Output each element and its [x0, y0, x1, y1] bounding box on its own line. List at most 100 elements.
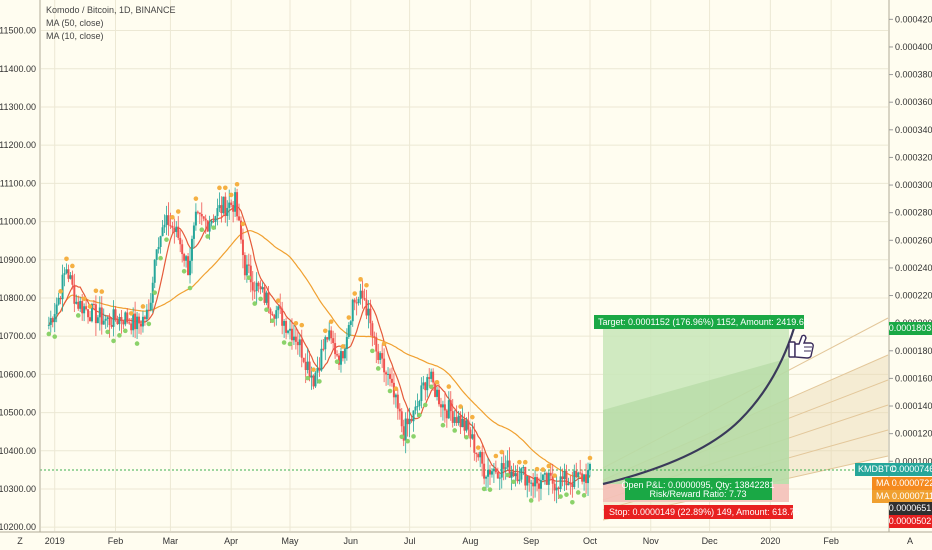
candle-body	[79, 301, 82, 309]
candle-body	[132, 313, 135, 331]
candle-body	[514, 473, 517, 477]
candle-body	[138, 316, 141, 324]
candle-body	[455, 417, 458, 424]
left-axis[interactable]: 11500.00 11400.00 11300.00 11200.00 11100.00…	[0, 26, 36, 533]
candle-body	[543, 473, 546, 475]
left-tick-label: 11300.00	[0, 102, 36, 112]
ma-b-label: MA 0.0000711	[872, 490, 932, 503]
candle-body	[534, 477, 537, 487]
pnl-label[interactable]: Open P&L: 0.0000095, Qty: 13842281 Risk/…	[621, 478, 775, 500]
projection-curve[interactable]	[602, 317, 799, 486]
thumbs-up-icon[interactable]	[788, 334, 814, 359]
right-tick-label: 0.0001000	[895, 456, 932, 466]
candle-body	[77, 301, 80, 309]
signal-dots	[46, 181, 593, 505]
target-label[interactable]: Target: 0.0001152 (176.96%) 1152, Amount…	[594, 315, 809, 329]
candle-body	[149, 302, 152, 311]
signal-dot	[275, 298, 281, 303]
candle-body	[488, 469, 491, 475]
signal-dot	[428, 384, 434, 390]
candle-body	[122, 321, 125, 325]
left-tick-label: 11100.00	[0, 178, 36, 188]
signal-dot	[87, 304, 93, 309]
stop-label[interactable]: Stop: 0.0000149 (22.89%) 149, Amount: 61…	[604, 505, 800, 519]
left-tick-label: 11400.00	[0, 64, 36, 74]
candle-body	[530, 482, 533, 484]
candle-body	[445, 410, 448, 419]
candle-body	[173, 227, 176, 233]
candle-body	[553, 483, 556, 491]
candle-body	[532, 482, 535, 487]
symbol-price-label: KMDBTC 0.0000746	[855, 463, 932, 476]
candle-body	[436, 389, 439, 397]
candle-body	[192, 225, 195, 239]
signal-dot	[75, 313, 81, 318]
legend-ma50: MA (50, close)	[46, 18, 104, 28]
candle-body	[189, 260, 192, 276]
candle-body	[124, 312, 127, 325]
time-tick-label: Jun	[344, 536, 359, 546]
signal-dot	[270, 318, 275, 323]
candle-body	[506, 460, 509, 468]
candle-body	[524, 466, 527, 486]
svg-text:0.0001803: 0.0001803	[889, 323, 932, 333]
candle-body	[63, 273, 66, 275]
signal-dot	[287, 341, 293, 347]
candle-body	[289, 328, 292, 331]
candle-body	[508, 460, 511, 478]
candle-body	[236, 192, 239, 217]
signal-dot	[211, 225, 216, 230]
signal-dot	[46, 331, 52, 337]
scale-mode-a[interactable]: A	[907, 536, 913, 546]
candle-body	[341, 351, 344, 359]
candle-body	[85, 306, 88, 310]
signal-dot	[234, 181, 240, 187]
candle-body	[161, 227, 164, 237]
signal-dot	[158, 255, 163, 261]
candle-body	[408, 418, 411, 425]
legend[interactable]: Komodo / Bitcoin, 1D, BINANCE MA (50, cl…	[46, 5, 176, 41]
time-tick-label: Feb	[823, 536, 839, 546]
candle-body	[343, 349, 346, 359]
left-axis-panel	[0, 0, 40, 550]
left-tick-label: 10500.00	[0, 408, 36, 418]
candle-body	[120, 317, 123, 322]
candle-body	[208, 223, 211, 232]
candle-body	[69, 275, 72, 279]
candle-body	[404, 418, 407, 441]
pnl-label-bg	[625, 478, 772, 500]
signal-dot	[52, 334, 58, 339]
candle-body	[410, 418, 413, 422]
candle-body	[96, 317, 99, 324]
time-axis[interactable]: 2019 Feb Mar Apr May Jun Jul Aug Sep Oct Nov Dec 202…	[45, 536, 839, 546]
candle-body	[318, 367, 321, 371]
long-position-tool[interactable]	[603, 327, 789, 502]
candle-body	[230, 202, 233, 205]
candle-body	[365, 299, 368, 316]
signal-dot	[411, 434, 416, 439]
scale-mode-z[interactable]: Z	[17, 536, 23, 546]
candle-body	[371, 323, 374, 337]
candle-body	[502, 463, 505, 469]
candle-body	[314, 372, 317, 387]
candle-body	[147, 309, 150, 311]
candle-body	[273, 315, 276, 319]
signal-dot	[558, 494, 563, 499]
candle-body	[577, 472, 580, 477]
candle-body	[265, 292, 268, 303]
candle-body	[522, 466, 525, 469]
candle-body	[181, 244, 184, 255]
candle-body	[279, 306, 282, 309]
time-tick-label: Oct	[583, 536, 598, 546]
candle-body	[324, 337, 327, 350]
signal-dot	[564, 492, 569, 497]
signal-dot	[434, 380, 440, 385]
time-tick-label: Feb	[108, 536, 124, 546]
left-tick-label: 10300.00	[0, 484, 36, 494]
candle-body	[418, 401, 421, 407]
candle-body	[539, 480, 542, 489]
